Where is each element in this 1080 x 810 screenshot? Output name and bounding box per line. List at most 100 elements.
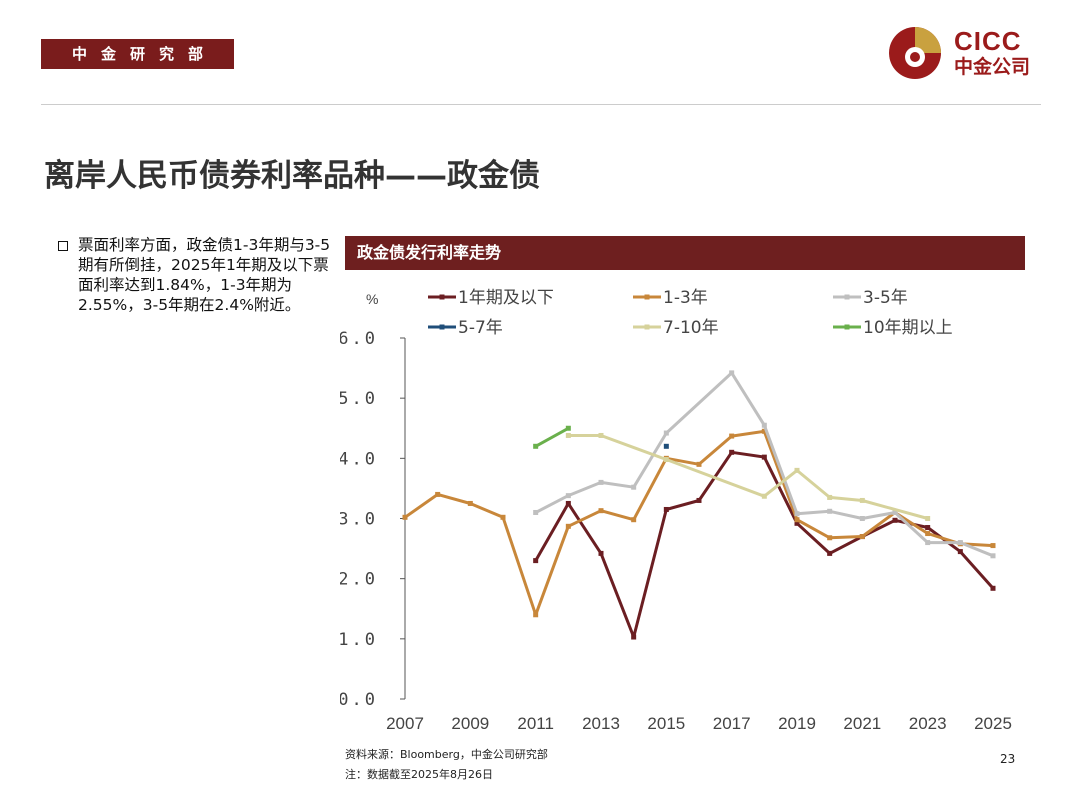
line-chart: % 1年期及以下 1-3年 3-5年 5-7年 7-10年 10年期以上 0.0 1.0 2.… xyxy=(340,288,1012,733)
x-tick-label: 2025 xyxy=(974,714,1012,733)
x-tick-label: 2009 xyxy=(451,714,489,733)
data-point xyxy=(761,422,767,428)
data-point xyxy=(467,500,473,506)
data-point xyxy=(533,443,539,449)
data-point xyxy=(859,497,865,503)
data-point xyxy=(827,535,833,541)
data-point xyxy=(663,443,669,449)
y-tick-label: 5.0 xyxy=(340,389,378,409)
x-tick-label: 2013 xyxy=(582,714,620,733)
chart-plot-area xyxy=(402,370,996,640)
data-point xyxy=(533,558,539,564)
data-point xyxy=(794,520,800,526)
data-point xyxy=(990,553,996,559)
x-tick-label: 2015 xyxy=(647,714,685,733)
legend-label: 1年期及以下 xyxy=(458,288,554,308)
data-point xyxy=(761,454,767,460)
data-point xyxy=(565,500,571,506)
data-point xyxy=(990,585,996,591)
data-point xyxy=(533,509,539,515)
legend-marker xyxy=(644,324,650,330)
logo-text-en: CICC xyxy=(954,26,1022,56)
y-tick-label: 0.0 xyxy=(340,690,378,710)
legend-label: 10年期以上 xyxy=(863,318,953,338)
logo-text-cn: 中金公司 xyxy=(954,56,1031,78)
data-point xyxy=(761,428,767,434)
data-point xyxy=(827,508,833,514)
data-point xyxy=(957,540,963,546)
x-tick-label: 2017 xyxy=(713,714,751,733)
x-tick-label: 2011 xyxy=(517,714,554,733)
data-point xyxy=(729,433,735,439)
legend-label: 3-5年 xyxy=(863,288,908,308)
series-line xyxy=(535,371,994,558)
data-point xyxy=(533,612,539,618)
data-point xyxy=(925,531,931,537)
chart-legend: 1年期及以下 1-3年 3-5年 5-7年 7-10年 10年期以上 xyxy=(428,288,953,338)
chart-axes: 0.0 1.0 2.0 3.0 4.0 5.0 6.0 2007 2009 2011 2013 201… xyxy=(340,329,1012,733)
data-point xyxy=(663,430,669,436)
data-point xyxy=(696,461,702,467)
data-point xyxy=(631,634,637,640)
data-point xyxy=(957,549,963,555)
data-point xyxy=(435,491,441,497)
source-note: 资料来源：Bloomberg，中金公司研究部 xyxy=(345,748,548,761)
y-tick-label: 4.0 xyxy=(340,449,378,469)
data-point xyxy=(729,449,735,455)
bullet-text: 票面利率方面，政金债1-3年期与3-5期有所倒挂，2025年1年期及以下票面利率… xyxy=(78,236,331,314)
date-note: 注：数据截至2025年8月26日 xyxy=(345,768,493,781)
data-point xyxy=(827,550,833,556)
y-axis-unit: % xyxy=(366,291,378,307)
legend-marker xyxy=(844,294,850,300)
x-tick-label: 2023 xyxy=(909,714,947,733)
data-point xyxy=(565,493,571,499)
cicc-logo-icon xyxy=(889,27,941,79)
data-point xyxy=(729,370,735,376)
chart-title-bar: 政金债发行利率走势 xyxy=(345,236,1025,270)
data-point xyxy=(794,467,800,473)
data-point xyxy=(663,457,669,463)
data-point xyxy=(827,494,833,500)
legend-marker xyxy=(439,294,445,300)
data-point xyxy=(794,517,800,523)
legend-label: 1-3年 xyxy=(663,288,708,308)
data-point xyxy=(892,509,898,515)
data-point xyxy=(598,432,604,438)
department-tag: 中金研究部 xyxy=(41,39,234,69)
data-point xyxy=(925,516,931,521)
data-point xyxy=(892,517,898,523)
data-point xyxy=(565,432,571,438)
data-point xyxy=(565,425,571,431)
data-point xyxy=(761,493,767,499)
data-point xyxy=(990,543,996,549)
y-tick-label: 6.0 xyxy=(340,329,378,349)
page-number: 23 xyxy=(1000,752,1016,766)
bullet-point: 票面利率方面，政金债1-3年期与3-5期有所倒挂，2025年1年期及以下票面利率… xyxy=(58,235,340,315)
bullet-square-icon xyxy=(58,241,68,251)
legend-marker xyxy=(844,324,850,330)
data-point xyxy=(598,508,604,514)
x-tick-label: 2021 xyxy=(843,714,881,733)
legend-label: 7-10年 xyxy=(663,318,719,338)
data-point xyxy=(696,497,702,503)
data-point xyxy=(565,523,571,529)
data-point xyxy=(794,511,800,517)
cicc-logo: CICC 中金公司 xyxy=(888,26,1048,82)
x-tick-label: 2019 xyxy=(778,714,816,733)
data-point xyxy=(598,479,604,485)
page-title: 离岸人民币债券利率品种——政金债 xyxy=(44,158,540,194)
data-point xyxy=(631,484,637,490)
data-point xyxy=(598,550,604,556)
data-point xyxy=(500,514,506,520)
y-tick-label: 1.0 xyxy=(340,630,378,650)
data-point xyxy=(402,514,408,520)
series-line xyxy=(568,434,929,520)
data-point xyxy=(631,517,637,523)
legend-label: 5-7年 xyxy=(458,318,503,338)
series-line xyxy=(534,426,570,448)
series-line xyxy=(534,450,995,639)
header-divider xyxy=(41,104,1041,105)
chart-title: 政金债发行利率走势 xyxy=(357,243,502,262)
data-point xyxy=(859,516,865,521)
data-point xyxy=(859,534,865,540)
